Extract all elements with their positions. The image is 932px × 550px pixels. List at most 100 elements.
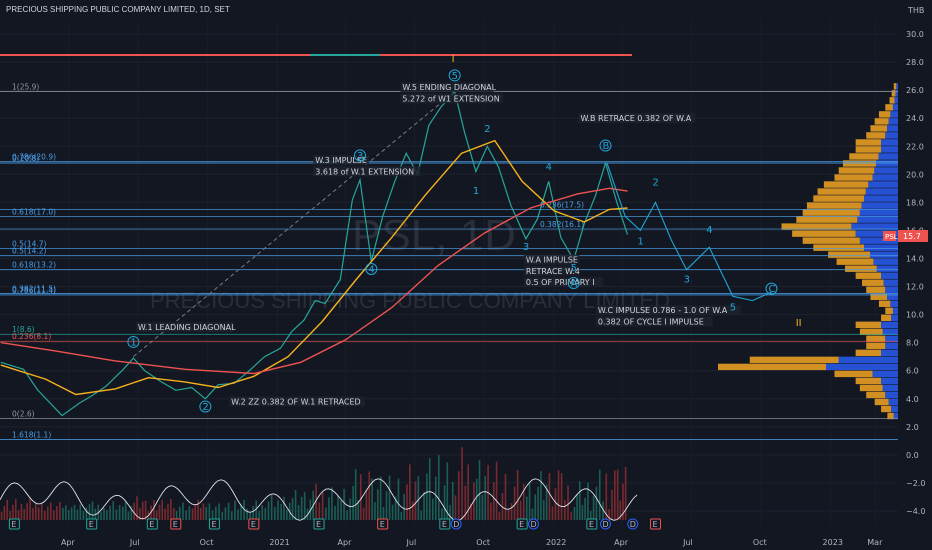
volume-profile-bar-up [857, 216, 898, 223]
volume-profile-bar-up [870, 251, 898, 258]
volume-bar [548, 473, 551, 520]
volume-bar [451, 481, 454, 520]
annotation-box [313, 166, 421, 177]
wave-label: C [768, 284, 775, 295]
price-axis-background [898, 0, 932, 550]
event-marker [248, 518, 260, 530]
volume-bar [53, 510, 55, 520]
volume-bar [567, 485, 569, 520]
volume-bar [340, 500, 342, 520]
volume-bar [20, 503, 23, 520]
volume-bar [331, 487, 333, 520]
volume-bar [374, 502, 376, 520]
volume-bar [277, 500, 279, 520]
event-marker-label: E [89, 520, 94, 529]
grid [0, 20, 898, 525]
wave-label: A [571, 279, 578, 290]
volume-bar [592, 495, 595, 520]
volume-profile-bar-down [823, 181, 869, 188]
volume-bar [371, 478, 373, 520]
volume-bar [62, 507, 64, 520]
wave-label: 5 [571, 263, 577, 274]
wave-label-circle [365, 263, 378, 275]
volume-bar [32, 508, 34, 520]
time-tick-label: 2023 [823, 538, 843, 547]
volume-bar [352, 486, 354, 520]
event-marker-label: D [530, 520, 536, 529]
volume-bar [178, 506, 181, 520]
volume-bar [221, 512, 224, 520]
volume-profile-bar-down [874, 118, 889, 125]
wave-label: 4 [706, 225, 712, 236]
price-series [0, 90, 772, 417]
volume-bar [280, 503, 282, 520]
annotation-text: RETRACE W.4 [526, 267, 580, 276]
volume-profile-bar-down [855, 146, 882, 153]
volume-profile-bar-up [872, 370, 898, 378]
volume-bar [446, 462, 449, 520]
volume-bar [12, 504, 14, 520]
volume-profile-bar-down [866, 132, 886, 139]
volume-profile-bar-down [849, 153, 879, 160]
event-marker-label: E [442, 520, 447, 529]
volume-bar [457, 471, 460, 520]
volume-profile-bar-up [868, 181, 898, 188]
volume-bar [109, 505, 111, 520]
volume-bar [598, 469, 601, 520]
fib-level-label: 0.5(14.2) [12, 247, 47, 256]
event-marker [208, 518, 220, 530]
volume-bar [230, 511, 233, 520]
wave-label: I [452, 54, 455, 65]
volume-bar [85, 507, 88, 520]
volume-bar [315, 483, 317, 520]
volume-profile-bar-up [885, 335, 898, 343]
time-tick-label: Mar [867, 538, 883, 547]
volume-profile-bar-down [878, 111, 891, 118]
volume-bar [218, 503, 220, 520]
volume-bar [443, 485, 446, 520]
event-marker [586, 518, 598, 530]
annotation-text: W.C IMPULSE 0.786 - 1.0 OF W.A [598, 306, 728, 315]
volume-bar [534, 494, 537, 520]
volume-bar [484, 475, 487, 520]
volume-profile-bar-up [872, 174, 898, 181]
volume-bar [199, 507, 202, 520]
price-tick-label: 24.0 [906, 114, 924, 123]
volume-bar [605, 473, 608, 520]
event-marker [86, 518, 98, 530]
fib-level-label: 0.618(13.2) [12, 261, 56, 270]
volume-profile-bar-down [881, 314, 892, 321]
watermark-company: PRECIOUS SHIPPING PUBLIC COMPANY LIMITED [150, 288, 670, 313]
price-tick-label: 12.0 [906, 283, 924, 292]
annotation-text: W.3 IMPULSE [315, 156, 367, 165]
volume-bar [43, 511, 46, 520]
volume-bar [9, 511, 11, 520]
chart-title: PRECIOUS SHIPPING PUBLIC COMPANY LIMITED… [6, 5, 230, 14]
volume-bar [441, 508, 443, 520]
fib-level-label: 0(20.8) [12, 154, 39, 163]
volume-profile-bar-up [878, 153, 898, 160]
volume-bar [554, 488, 557, 520]
volume-profile-bar-up [892, 104, 898, 111]
annotation-text: W.1 LEADING DIAGONAL [138, 323, 236, 332]
volume-bar [464, 485, 467, 520]
time-axis[interactable]: Apr Jul Oct 2021 Apr Jul Oct 2022 Apr Jul Oct 2023 M… [61, 538, 883, 547]
volume-profile-bar-up [859, 237, 898, 244]
currency-label: THB [907, 6, 924, 15]
volume-bar [490, 502, 492, 520]
volume-bar [258, 510, 261, 520]
event-marker-label: D [602, 520, 608, 529]
volume-profile-bar-down [842, 160, 876, 167]
wave-label: II [796, 318, 802, 329]
volume-profile-bar-down [866, 286, 886, 293]
price-axis[interactable]: 30.028.026.024.022.020.018.016.014.012.0… [898, 0, 932, 550]
fib-level-label: 0.236(17.5) [540, 200, 584, 209]
wave-label: 1 [130, 337, 136, 348]
volume-bar [343, 488, 345, 520]
volume-profile-bar-down [885, 104, 893, 111]
volume-bar [349, 498, 351, 520]
last-price-label-box [883, 231, 896, 241]
volume-bar [325, 507, 327, 520]
volume-profile-bar-down [802, 209, 860, 216]
